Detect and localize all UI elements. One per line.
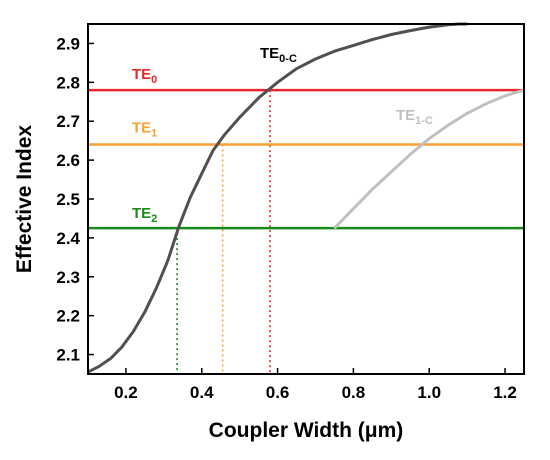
- y-tick-label-2: 2.3: [56, 268, 80, 287]
- y-tick-label-5: 2.6: [56, 151, 80, 170]
- x-axis-title: Coupler Width (μm): [209, 419, 404, 442]
- y-tick-label-6: 2.7: [56, 112, 80, 131]
- y-tick-label-7: 2.8: [56, 73, 80, 92]
- y-tick-label-1: 2.2: [56, 307, 80, 326]
- x-tick-label-4: 1.0: [417, 383, 441, 402]
- y-tick-label-4: 2.5: [56, 190, 80, 209]
- y-axis-title: Effective Index: [13, 125, 36, 274]
- label-te0: TE0: [132, 66, 157, 86]
- axes: 0.2 0.4 0.6 0.8 1.0 1.2 2.1 2.2 2.3 2.4 2.5 2.6 2.7 2…: [56, 34, 517, 402]
- y-tick-label-0: 2.1: [56, 346, 80, 365]
- label-te2: TE2: [132, 205, 157, 225]
- label-te0-c: TE0-C: [260, 45, 297, 65]
- series-line-te0-c: [87, 22, 468, 374]
- x-tick-label-3: 0.8: [342, 383, 366, 402]
- x-tick-label-2: 0.6: [266, 383, 290, 402]
- y-tick-label-3: 2.4: [56, 229, 80, 248]
- series-line-te1-c: [333, 88, 525, 230]
- x-tick-label-5: 1.2: [493, 383, 517, 402]
- plot-area: TE0 TE1 TE2 TE0-C TE1-C: [87, 22, 525, 374]
- x-tick-label-1: 0.4: [190, 383, 214, 402]
- label-te1-c: TE1-C: [396, 107, 433, 127]
- y-tick-label-8: 2.9: [56, 34, 80, 53]
- label-te1: TE1: [132, 120, 157, 140]
- x-tick-label-0: 0.2: [114, 383, 138, 402]
